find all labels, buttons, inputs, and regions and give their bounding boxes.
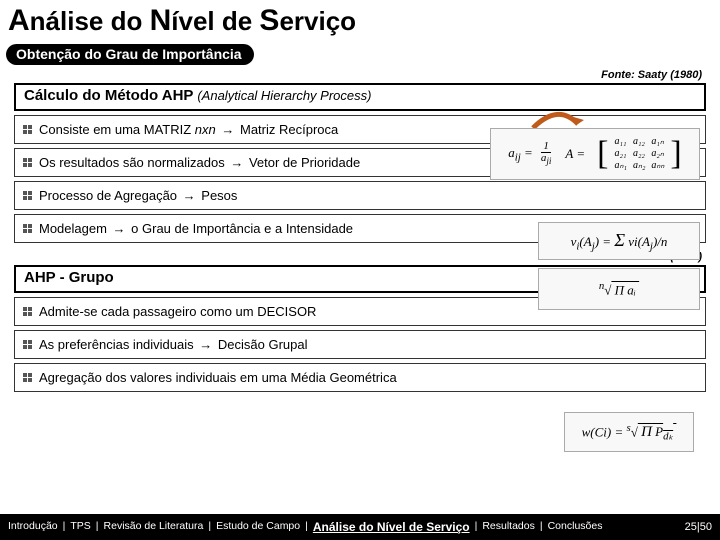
page-number: 25|50 [685, 521, 712, 533]
bullet-icon [23, 191, 33, 201]
subtitle-pill: Obtenção do Grau de Importância [6, 44, 254, 65]
footer-link[interactable]: Estudo de Campo [216, 520, 300, 534]
bullet-icon [23, 307, 33, 317]
bullet-icon [23, 224, 33, 234]
footer-nav: Introdução| TPS| Revisão de Literatura| … [0, 514, 720, 540]
formula-root: n√ Π aᵢ [538, 268, 700, 310]
footer-link[interactable]: Revisão de Literatura [104, 520, 204, 534]
section-ahp-method: Cálculo do Método AHP (Analytical Hierar… [14, 83, 706, 111]
source-citation-1: Fonte: Saaty (1980) [0, 65, 720, 83]
bullet-2-3: Agregação dos valores individuais em uma… [14, 363, 706, 392]
footer-link[interactable]: Conclusões [548, 520, 603, 534]
footer-link-active[interactable]: Análise do Nível de Serviço [313, 520, 470, 534]
bullet-icon [23, 158, 33, 168]
footer-link[interactable]: TPS [70, 520, 90, 534]
footer-link[interactable]: Introdução [8, 520, 58, 534]
bullet-2-2: As preferências individuais → Decisão Gr… [14, 330, 706, 359]
section-header-1: Cálculo do Método AHP (Analytical Hierar… [24, 87, 371, 104]
formula-sum: νi(Aj) = Σ vi(Aj)/n [538, 222, 700, 260]
footer-link[interactable]: Resultados [482, 520, 535, 534]
bullet-icon [23, 373, 33, 383]
bullet-icon [23, 340, 33, 350]
section-header-2: AHP - Grupo [24, 269, 114, 286]
formula-geometric-mean: w(Ci) = s√ Π Pdₖ [564, 412, 694, 452]
formula-matrix: aij = 1aji A = [ a₁₁a₂₁aₙ₁ a₁₂a₂₂aₙ₂ a₁ₙ… [490, 128, 700, 180]
bullet-icon [23, 125, 33, 135]
slide-title: Análise do Nível de Serviço [0, 0, 720, 42]
bullet-1-3: Processo de Agregação → Pesos [14, 181, 706, 210]
